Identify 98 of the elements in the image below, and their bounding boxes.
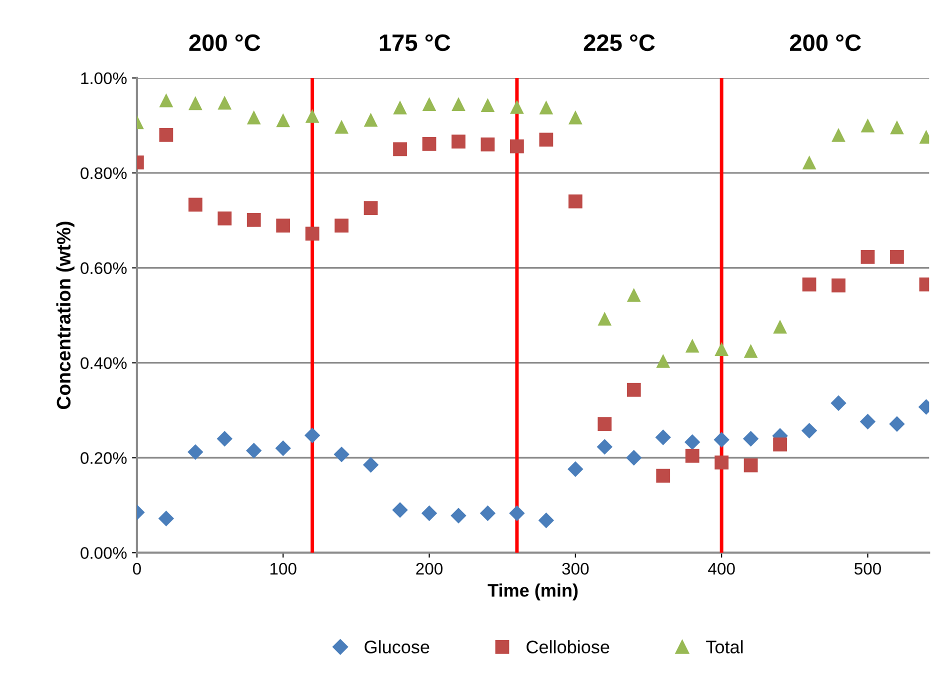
y-tick-label: 1.00%	[81, 72, 127, 84]
point	[685, 338, 700, 353]
point	[596, 438, 613, 455]
point	[246, 442, 262, 458]
point	[832, 278, 846, 292]
point	[714, 456, 729, 470]
point	[626, 288, 641, 302]
y-tick-label: 0.80%	[80, 167, 127, 180]
point	[598, 417, 612, 431]
point	[246, 110, 261, 124]
point	[655, 429, 671, 446]
point	[159, 128, 174, 142]
y-axis-title: Concentration (wt%)	[56, 222, 74, 410]
point	[860, 118, 875, 132]
point	[510, 100, 524, 114]
point	[334, 120, 349, 134]
point	[742, 430, 759, 447]
x-axis-title: Time (min)	[488, 584, 578, 600]
point	[364, 112, 378, 127]
point	[890, 120, 904, 134]
point	[714, 432, 730, 448]
x-tick-label: 0	[132, 562, 141, 575]
point	[626, 450, 642, 466]
x-tick-label: 200	[416, 562, 443, 575]
point	[539, 132, 554, 147]
point	[480, 505, 496, 522]
point	[216, 430, 232, 447]
point	[744, 344, 758, 358]
text: 200 °C	[790, 34, 861, 52]
point	[188, 198, 202, 212]
point	[362, 457, 379, 473]
legend-label: Total	[706, 640, 743, 654]
point	[773, 320, 787, 334]
point	[568, 110, 582, 124]
point	[422, 137, 436, 151]
point	[275, 440, 291, 456]
y-tick-label: 0.40%	[80, 357, 127, 370]
point	[188, 444, 204, 460]
point	[364, 201, 378, 215]
point	[598, 312, 612, 326]
legend-label: Cellobiose	[526, 640, 610, 654]
point	[802, 156, 816, 170]
point	[480, 98, 495, 112]
point	[538, 512, 554, 528]
point	[159, 93, 174, 108]
y-tick-label: 0.20%	[80, 452, 127, 464]
x-tick-label: 300	[562, 562, 589, 575]
point	[480, 137, 495, 152]
point	[656, 468, 670, 483]
point	[626, 382, 641, 397]
point	[568, 461, 584, 477]
point	[276, 218, 290, 233]
legend-label: Glucose	[364, 640, 430, 654]
point	[656, 354, 670, 368]
y-tick-label: 0.60%	[80, 262, 127, 274]
point	[305, 226, 320, 241]
point	[334, 446, 350, 462]
point	[393, 100, 407, 114]
point	[744, 458, 758, 472]
point	[188, 96, 202, 110]
point	[218, 212, 232, 226]
point	[334, 218, 349, 233]
text: 225 °C	[584, 34, 655, 52]
point	[684, 434, 700, 450]
point	[539, 100, 554, 114]
point	[568, 194, 582, 208]
point	[422, 97, 436, 112]
y-tick-label: 0.00%	[80, 547, 127, 559]
point	[802, 278, 816, 292]
point	[801, 422, 818, 439]
point	[392, 502, 408, 518]
point	[276, 113, 290, 128]
point	[889, 416, 905, 432]
point	[685, 448, 700, 463]
point	[158, 510, 174, 526]
x-tick-label: 400	[708, 562, 735, 575]
point	[246, 212, 261, 227]
point	[830, 395, 846, 412]
point	[393, 142, 407, 156]
text: 200 °C	[189, 34, 260, 52]
point	[773, 438, 787, 452]
point	[832, 128, 846, 142]
point	[421, 505, 438, 522]
x-tick-label: 100	[270, 562, 296, 575]
point	[890, 250, 904, 264]
text: 175 °C	[380, 34, 450, 52]
point	[714, 342, 729, 356]
point	[305, 109, 320, 123]
point	[452, 97, 466, 112]
point	[510, 139, 524, 154]
point	[452, 134, 466, 149]
x-tick-label: 500	[854, 562, 881, 575]
point	[860, 250, 875, 264]
point	[304, 428, 320, 444]
point	[509, 505, 525, 522]
point	[860, 414, 876, 430]
point	[218, 96, 232, 110]
point	[450, 508, 466, 524]
